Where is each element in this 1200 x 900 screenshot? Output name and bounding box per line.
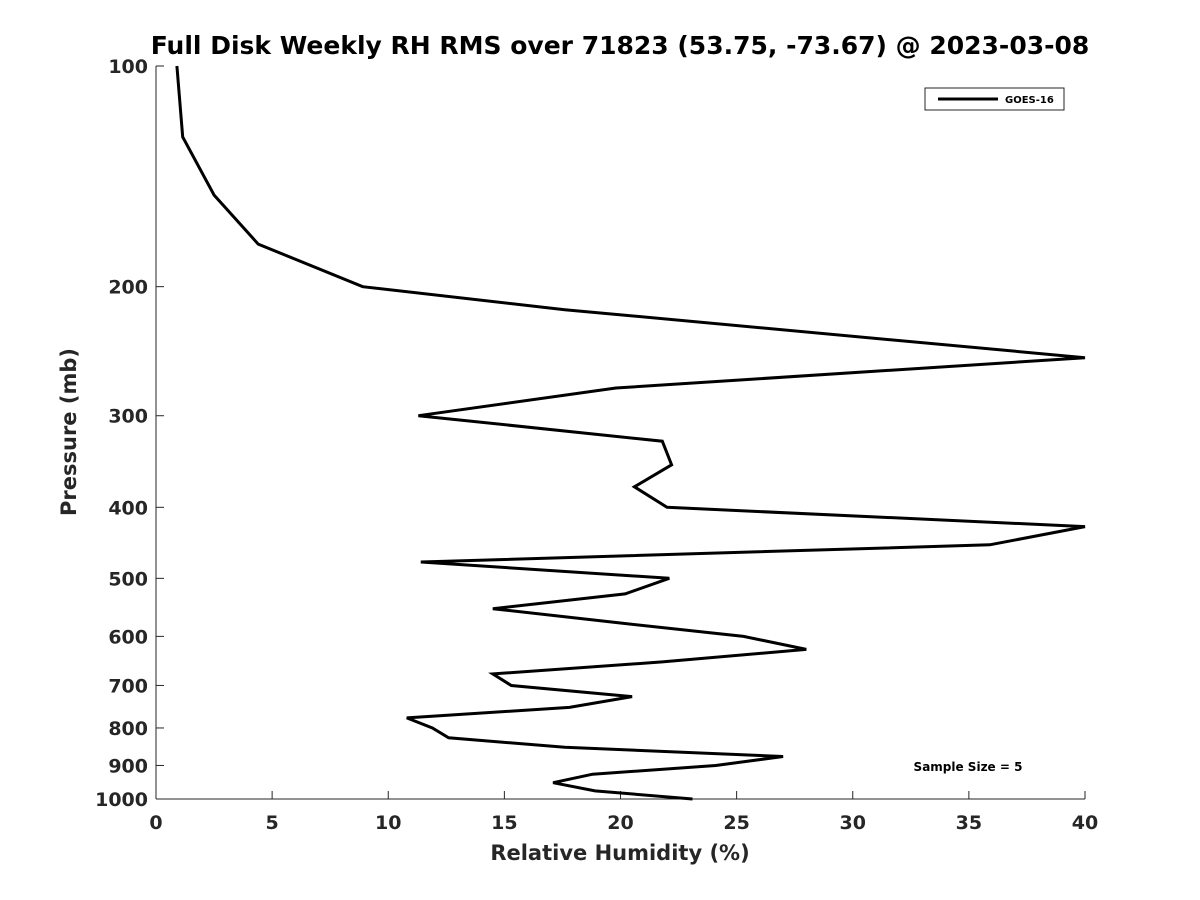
x-axis-ticks: 0 5 10 15 20 25 30 35 40: [149, 791, 1098, 834]
y-axis-ticks: 100 200 300 400 500 600 700 800 900 1000: [95, 56, 164, 811]
legend: GOES-16: [924, 87, 1065, 111]
y-tick-label: 700: [108, 675, 148, 697]
sample-size-annotation: Sample Size = 5: [914, 760, 1023, 774]
y-tick-label: 900: [108, 755, 148, 777]
x-tick-label: 10: [375, 812, 401, 834]
y-tick-label: 200: [108, 277, 148, 299]
y-tick-label: 100: [108, 56, 148, 78]
y-tick-label: 800: [108, 718, 148, 740]
y-tick-label: 600: [108, 626, 148, 648]
x-tick-label: 35: [956, 812, 982, 834]
y-tick-label: 400: [108, 497, 148, 519]
x-tick-label: 30: [840, 812, 866, 834]
x-tick-label: 25: [723, 812, 749, 834]
y-tick-label: 500: [108, 568, 148, 590]
series-group: [175, 65, 1086, 801]
y-axis-label: Pressure (mb): [57, 348, 81, 516]
legend-label: GOES-16: [1005, 95, 1054, 106]
x-tick-label: 15: [491, 812, 517, 834]
x-axis-label: Relative Humidity (%): [490, 841, 749, 865]
y-tick-label: 1000: [95, 789, 148, 811]
x-tick-label: 40: [1072, 812, 1098, 834]
x-tick-label: 5: [266, 812, 279, 834]
y-tick-label: 300: [108, 406, 148, 428]
chart-title: Full Disk Weekly RH RMS over 71823 (53.7…: [151, 31, 1090, 60]
x-tick-label: 0: [149, 812, 162, 834]
x-tick-label: 20: [607, 812, 633, 834]
series-line-goes-16: [175, 65, 1086, 801]
